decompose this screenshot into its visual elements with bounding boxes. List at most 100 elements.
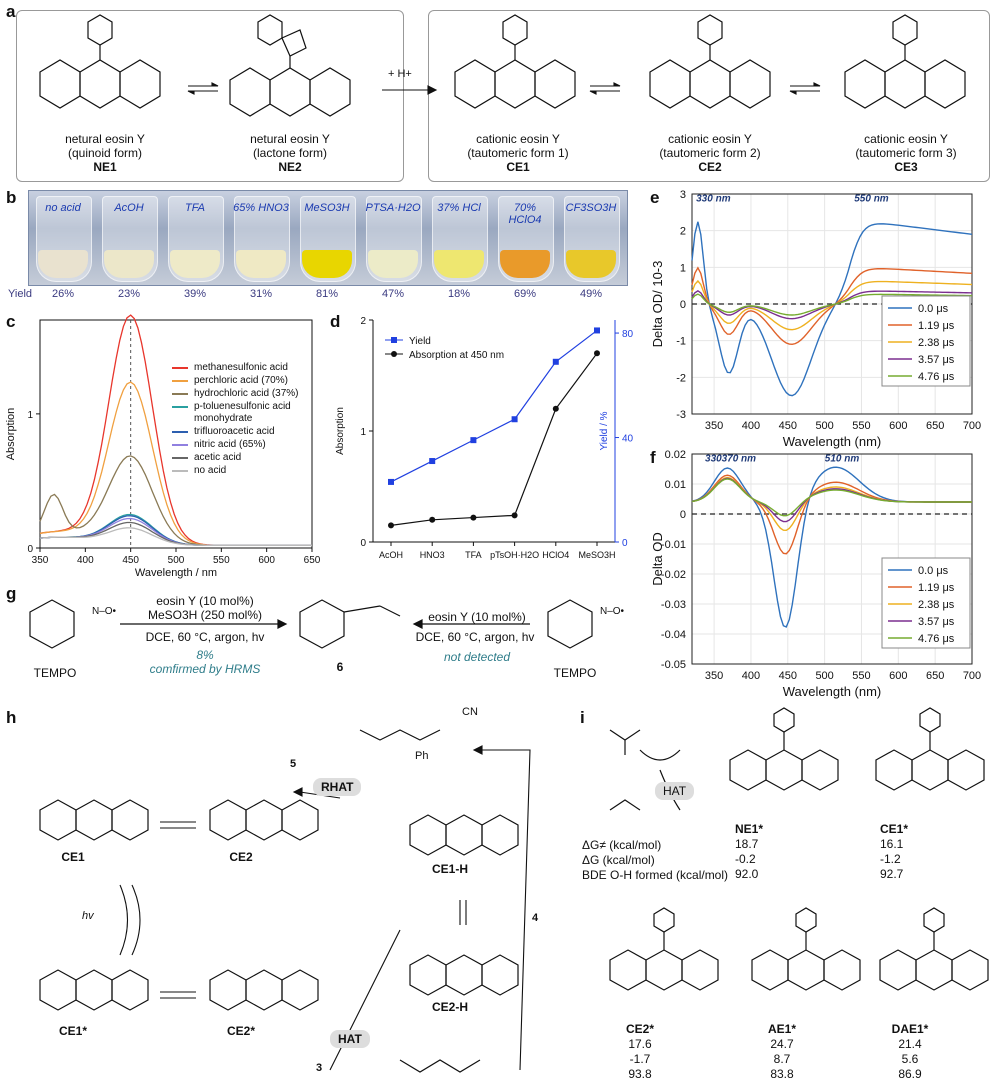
aryl-ring bbox=[923, 907, 945, 933]
absorption-point bbox=[594, 350, 600, 357]
absorption-point bbox=[429, 516, 436, 523]
label-3: 3 bbox=[316, 1062, 323, 1074]
vial: CF3SO3H bbox=[562, 196, 620, 282]
structure-ce3 bbox=[844, 14, 966, 109]
y-tick-label: 2 bbox=[680, 226, 686, 238]
legend-swatch bbox=[172, 380, 188, 382]
vial-label: CF3SO3H bbox=[565, 202, 617, 214]
y-axis-label: Absorption bbox=[5, 408, 17, 461]
legend-swatch bbox=[172, 444, 188, 446]
legend-swatch bbox=[172, 431, 188, 433]
panel-i-structures bbox=[609, 707, 989, 991]
legend-marker bbox=[391, 337, 397, 343]
panel-label-b: b bbox=[6, 188, 17, 207]
x-tick-label: 550 bbox=[852, 420, 870, 432]
vial-label: 70% HClO4 bbox=[508, 202, 542, 226]
vial-yield: 81% bbox=[315, 288, 339, 300]
legend-swatch bbox=[172, 367, 188, 369]
y-tick-label: 0 bbox=[360, 538, 366, 549]
peak-annotation: 370 nm bbox=[722, 454, 757, 465]
conditions-left-top: eosin Y (10 mol%) MeSO3H (250 mol%) bbox=[147, 594, 263, 622]
x-tick-label: 450 bbox=[779, 670, 797, 682]
vial-label: 65% HNO3 bbox=[233, 202, 289, 214]
vial-yield: 23% bbox=[117, 288, 141, 300]
legend-label: 4.76 μs bbox=[918, 371, 955, 383]
vial-liquid bbox=[566, 250, 616, 278]
caption-ce3: cationic eosin Y (tautomeric form 3) CE3 bbox=[855, 132, 957, 174]
caption-ce2: cationic eosin Y (tautomeric form 2) CE2 bbox=[659, 132, 761, 174]
legend-label: 2.38 μs bbox=[918, 337, 955, 349]
x-axis-label: Wavelength / nm bbox=[135, 567, 217, 579]
vial-yield: 39% bbox=[183, 288, 207, 300]
xanthene-ring bbox=[787, 949, 825, 991]
legend-item: no acid bbox=[172, 465, 322, 477]
series-line bbox=[691, 476, 972, 532]
y-tick-label: 0 bbox=[680, 299, 686, 311]
vial: 65% HNO3 bbox=[232, 196, 290, 282]
vial-label: no acid bbox=[45, 202, 81, 214]
conditions-left-bottom: DCE, 60 °C, argon, hv bbox=[145, 630, 265, 644]
absorption-point bbox=[388, 522, 394, 529]
x-tick-label: 650 bbox=[304, 555, 320, 566]
tempo-no-right: N–O• bbox=[600, 606, 625, 617]
series-line bbox=[691, 477, 972, 523]
y-tick-label: -0.05 bbox=[661, 659, 686, 671]
legend-label: 2.38 μs bbox=[918, 599, 955, 611]
legend-label: nitric acid (65%) bbox=[194, 439, 266, 450]
vial: MeSO3H bbox=[298, 196, 356, 282]
vial: 70% HClO4 bbox=[496, 196, 554, 282]
yield-point bbox=[388, 478, 394, 485]
series-line bbox=[691, 478, 972, 517]
y-tick-label: -1 bbox=[676, 336, 686, 348]
x-tick-label: 600 bbox=[889, 670, 907, 682]
vial-liquid bbox=[236, 250, 286, 278]
panel-g-scheme bbox=[29, 599, 593, 649]
vial-yield: 49% bbox=[579, 288, 603, 300]
caption-ce1: cationic eosin Y (tautomeric form 1) CE1 bbox=[467, 132, 569, 174]
legend-marker bbox=[391, 351, 397, 357]
label-ce2-star: CE2* bbox=[226, 1024, 255, 1038]
x-tick-label: 550 bbox=[213, 555, 230, 566]
y-axis-label: Delta OD/ 10-3 bbox=[650, 261, 665, 348]
yield-point bbox=[429, 458, 436, 465]
series-line bbox=[691, 266, 973, 346]
xanthene-ring bbox=[645, 949, 683, 991]
xanthene-ring bbox=[609, 949, 647, 991]
tempo-left-label: TEMPO bbox=[33, 666, 77, 680]
absorption-point bbox=[511, 512, 518, 519]
legend-item: methanesulfonic acid bbox=[172, 362, 322, 374]
x-tick-label: 450 bbox=[779, 420, 797, 432]
peak-annotation: 330 nm bbox=[696, 194, 731, 205]
xanthene-ring bbox=[915, 949, 953, 991]
plot-frame bbox=[691, 453, 973, 665]
yield-point bbox=[552, 358, 559, 365]
tempo-right-label: TEMPO bbox=[553, 666, 597, 680]
x-tick-label: 350 bbox=[32, 555, 49, 566]
legend-item: hydrochloric acid (37%) bbox=[172, 388, 322, 400]
vial: no acid bbox=[34, 196, 92, 282]
conditions-right-bottom: DCE, 60 °C, argon, hv bbox=[415, 630, 535, 644]
x-tick-label: 350 bbox=[705, 420, 723, 432]
series-line bbox=[691, 279, 973, 331]
legend-label: 3.57 μs bbox=[918, 354, 955, 366]
panel-label-e: e bbox=[650, 188, 660, 207]
product-6-label: 6 bbox=[336, 660, 344, 674]
legend-swatch bbox=[172, 457, 188, 459]
xanthene-ring bbox=[879, 949, 917, 991]
legend-item: nitric acid (65%) bbox=[172, 439, 322, 451]
x-tick-label: 700 bbox=[963, 670, 981, 682]
legend-label: acetic acid bbox=[194, 452, 242, 463]
label-ph: Ph bbox=[415, 750, 429, 762]
vial-liquid bbox=[500, 250, 550, 278]
x-tick-label: 400 bbox=[77, 555, 94, 566]
vial-yield: 69% bbox=[513, 288, 537, 300]
vial: TFA bbox=[166, 196, 224, 282]
x-tick-label: MeSO3H bbox=[578, 550, 615, 560]
legend-item: acetic acid bbox=[172, 452, 322, 464]
y-tick-label: 3 bbox=[680, 189, 686, 201]
yield-point bbox=[594, 327, 600, 334]
x-tick-label: 650 bbox=[926, 420, 944, 432]
panel-h-mechanism bbox=[39, 729, 531, 1073]
chart-d-yield-absorption: 0 1 2 0 40 80 AcOH HNO3 TFA pTsOH·H2O HClO4 MeSO3H A… bbox=[335, 316, 634, 560]
vial-liquid bbox=[104, 250, 154, 278]
